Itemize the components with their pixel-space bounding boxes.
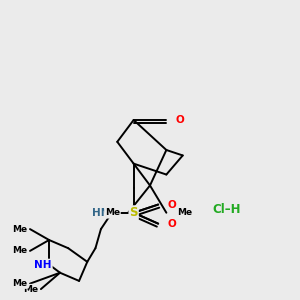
Text: HN: HN <box>92 208 109 218</box>
Text: Me: Me <box>177 208 192 217</box>
Text: Me: Me <box>12 225 27 234</box>
Text: O: O <box>176 115 184 125</box>
Text: O: O <box>167 219 176 229</box>
Text: Me: Me <box>12 246 27 255</box>
Text: Cl–H: Cl–H <box>213 203 241 217</box>
Text: S: S <box>129 206 138 219</box>
Text: O: O <box>167 200 176 209</box>
Text: Me: Me <box>23 285 38 294</box>
Text: NH: NH <box>34 260 52 269</box>
Text: Me: Me <box>105 208 120 217</box>
Text: Me: Me <box>12 279 27 288</box>
